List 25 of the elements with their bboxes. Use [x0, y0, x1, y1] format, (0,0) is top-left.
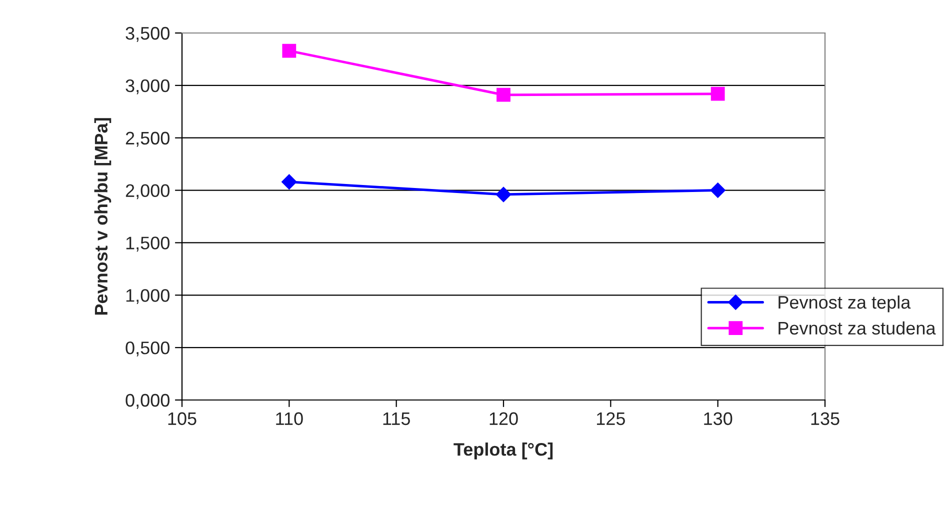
x-tick-label: 125: [596, 412, 625, 426]
y-tick-label: 2,000: [126, 184, 170, 200]
y-tick-label: 3,000: [126, 79, 170, 94]
y-tick-label: 1,500: [126, 236, 170, 252]
point: [496, 186, 512, 202]
x-tick-label: 105: [168, 412, 196, 426]
y-tick-label: 1,000: [126, 289, 170, 304]
y-tick-label: 0,500: [126, 342, 170, 356]
x-tick-label: 130: [704, 412, 732, 426]
x-tick-label: 110: [276, 412, 303, 426]
point: [710, 86, 725, 101]
point: [282, 44, 296, 58]
y-tick-label: 0,000: [126, 394, 170, 409]
y-tick-label: 2,500: [126, 132, 170, 147]
x-axis-title: Teplota [°C]: [454, 442, 553, 460]
y-tick-label: 3,500: [126, 26, 170, 42]
x-tick-label: 120: [490, 412, 518, 426]
x-tick-label: 115: [383, 412, 410, 426]
legend-label: Pevnost za studena: [778, 321, 936, 335]
point: [496, 88, 510, 102]
legend-label: Pevnost za tepla: [778, 295, 911, 312]
x-tick-label: 135: [811, 412, 840, 426]
y-axis-title: Pevnost v ohybu [MPa]: [94, 118, 112, 315]
point: [282, 174, 297, 190]
point: [710, 182, 726, 198]
